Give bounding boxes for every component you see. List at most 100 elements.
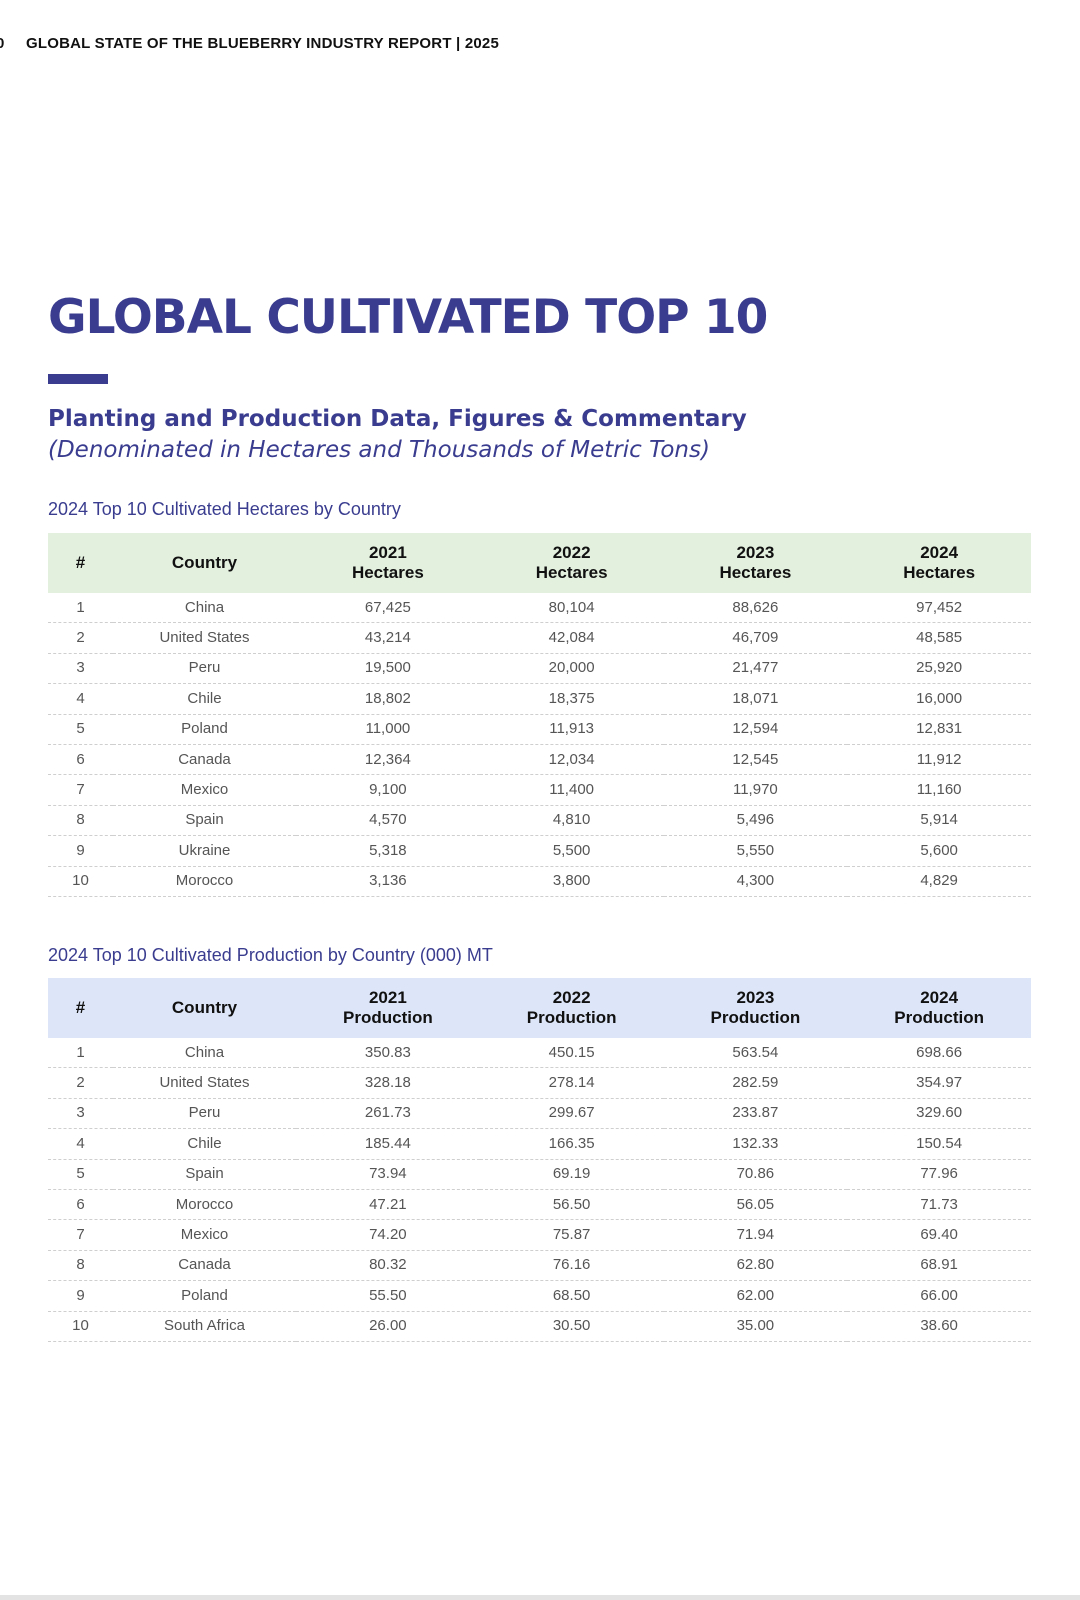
table-row: 2 United States 43,214 42,084 46,709 48,585 [48, 622, 1031, 654]
value-cell: 12,364 [296, 744, 480, 776]
column-header-label: Country [171, 998, 238, 1017]
value-cell: 30.50 [479, 1311, 664, 1342]
value-cell: 354.97 [847, 1067, 1031, 1099]
country-cell: Chile [113, 1128, 296, 1160]
column-header-label: Hectares [535, 563, 608, 582]
country-cell: Spain [113, 1159, 296, 1190]
value-cell: 18,802 [296, 683, 480, 715]
value-cell: 47.21 [296, 1189, 480, 1221]
value-cell: 4,300 [663, 866, 848, 897]
country-cell: Morocco [113, 1189, 296, 1221]
column-header-label: 2021 [368, 988, 407, 1007]
value-cell: 69.19 [479, 1159, 664, 1190]
value-cell: 42,084 [479, 622, 664, 654]
hectares-table-body: 1 China 67,425 80,104 88,626 97,452 2 United St… [48, 593, 1031, 897]
column-header: Country [113, 978, 296, 1038]
value-cell: 68.91 [847, 1250, 1031, 1282]
column-header-label: Production [526, 1008, 617, 1027]
country-cell: China [113, 1038, 296, 1069]
country-cell: Peru [113, 1098, 296, 1130]
column-header-label: # [75, 998, 86, 1017]
column-header: 2021 Production [296, 978, 480, 1038]
column-header-label: 2024 [920, 988, 959, 1007]
value-cell: 278.14 [479, 1067, 664, 1099]
value-cell: 71.94 [663, 1219, 848, 1251]
value-cell: 74.20 [296, 1219, 480, 1251]
table-row: 4 Chile 18,802 18,375 18,071 16,000 [48, 683, 1031, 715]
title-underline [48, 374, 108, 384]
column-header-label: 2022 [552, 988, 591, 1007]
column-header-label: 2024 [920, 543, 959, 562]
hectares-table-caption: 2024 Top 10 Cultivated Hectares by Count… [48, 499, 401, 519]
page-title: GLOBAL CULTIVATED TOP 10 [48, 290, 768, 345]
value-cell: 4,810 [479, 805, 664, 837]
value-cell: 698.66 [847, 1038, 1031, 1069]
hectares-table-header: # Country 2021 Hectares 2022 Hectares 2023 Hect… [48, 533, 1031, 593]
value-cell: 185.44 [296, 1128, 480, 1160]
rank-cell: 8 [48, 805, 113, 837]
rank-cell: 7 [48, 1219, 113, 1251]
table-row: 5 Spain 73.94 69.19 70.86 77.96 [48, 1159, 1031, 1190]
value-cell: 11,000 [296, 714, 480, 745]
column-header-label: Production [710, 1008, 801, 1027]
country-cell: South Africa [113, 1311, 296, 1342]
value-cell: 43,214 [296, 622, 480, 654]
value-cell: 329.60 [847, 1098, 1031, 1130]
column-header-label: 2023 [736, 988, 775, 1007]
value-cell: 282.59 [663, 1067, 848, 1099]
value-cell: 261.73 [296, 1098, 480, 1130]
table-row: 6 Morocco 47.21 56.50 56.05 71.73 [48, 1189, 1031, 1221]
value-cell: 56.50 [479, 1189, 664, 1221]
table-row: 8 Spain 4,570 4,810 5,496 5,914 [48, 805, 1031, 837]
production-table-header: # Country 2021 Production 2022 Production 2023… [48, 978, 1031, 1038]
country-cell: Mexico [113, 1219, 296, 1251]
value-cell: 75.87 [479, 1219, 664, 1251]
rank-cell: 5 [48, 714, 113, 745]
column-header: 2023 Hectares [664, 533, 848, 593]
table-row: 3 Peru 19,500 20,000 21,477 25,920 [48, 653, 1031, 685]
value-cell: 11,970 [663, 774, 848, 806]
value-cell: 11,912 [847, 744, 1031, 776]
column-header-label: Production [343, 1008, 433, 1027]
section-subtitle: Planting and Production Data, Figures & … [48, 406, 747, 432]
rank-cell: 1 [48, 593, 113, 624]
value-cell: 350.83 [296, 1038, 480, 1069]
production-table: # Country 2021 Production 2022 Production 2023… [48, 978, 1031, 1342]
table-row: 1 China 350.83 450.15 563.54 698.66 [48, 1038, 1031, 1069]
country-cell: Morocco [113, 866, 296, 897]
value-cell: 38.60 [847, 1311, 1031, 1342]
value-cell: 67,425 [296, 593, 480, 624]
table-row: 7 Mexico 74.20 75.87 71.94 69.40 [48, 1219, 1031, 1251]
value-cell: 3,800 [479, 866, 664, 897]
table-row: 10 Morocco 3,136 3,800 4,300 4,829 [48, 866, 1031, 897]
country-cell: Spain [113, 805, 296, 837]
value-cell: 19,500 [296, 653, 480, 685]
value-cell: 299.67 [479, 1098, 664, 1130]
column-header-label: 2022 [552, 543, 591, 562]
value-cell: 12,545 [663, 744, 848, 776]
value-cell: 5,496 [663, 805, 848, 837]
value-cell: 62.80 [663, 1250, 848, 1282]
column-header-label: Hectares [719, 563, 792, 582]
rank-cell: 3 [48, 653, 113, 685]
value-cell: 80,104 [479, 593, 664, 624]
value-cell: 73.94 [296, 1159, 480, 1190]
country-cell: Poland [113, 1280, 296, 1312]
value-cell: 88,626 [663, 593, 848, 624]
page-number: 0 [0, 35, 5, 52]
value-cell: 62.00 [663, 1280, 848, 1312]
country-cell: United States [113, 622, 296, 654]
value-cell: 68.50 [479, 1280, 664, 1312]
value-cell: 132.33 [663, 1128, 848, 1160]
value-cell: 97,452 [847, 593, 1031, 624]
rank-cell: 9 [48, 1280, 113, 1312]
column-header: Country [113, 533, 296, 593]
table-row: 4 Chile 185.44 166.35 132.33 150.54 [48, 1128, 1031, 1160]
section-subtitle-note: (Denominated in Hectares and Thousands o… [48, 437, 710, 463]
rank-cell: 10 [48, 866, 113, 897]
production-table-caption: 2024 Top 10 Cultivated Production by Cou… [48, 945, 493, 965]
value-cell: 3,136 [296, 866, 480, 897]
table-row: 1 China 67,425 80,104 88,626 97,452 [48, 593, 1031, 624]
value-cell: 35.00 [663, 1311, 848, 1342]
column-header-label: Hectares [903, 563, 976, 582]
